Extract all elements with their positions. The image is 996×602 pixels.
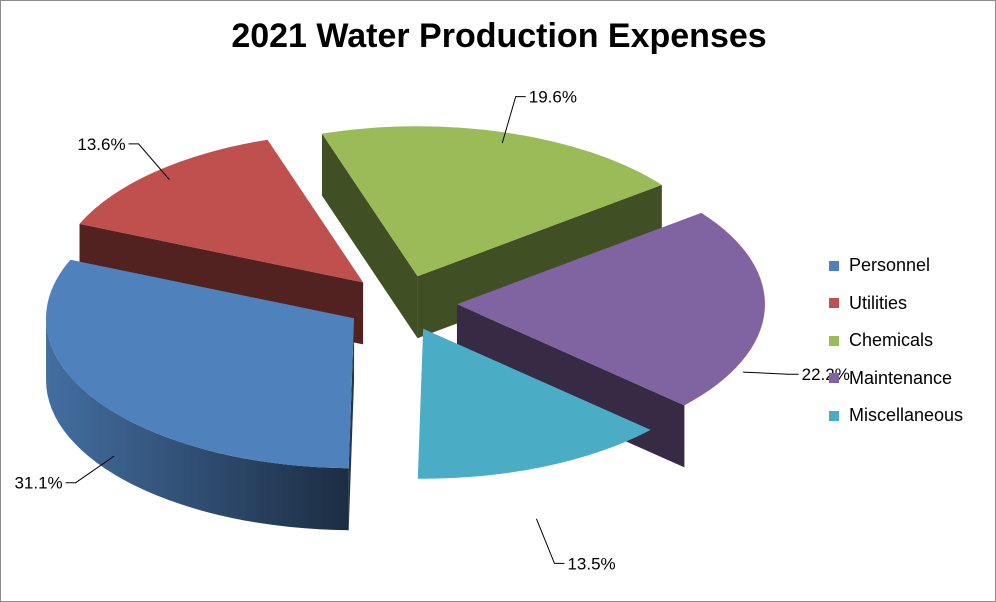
legend-item-miscellaneous: Miscellaneous bbox=[829, 397, 963, 435]
chart-title: 2021 Water Production Expenses bbox=[231, 17, 767, 55]
leader-line-personnel bbox=[65, 455, 115, 484]
slice-side-personnel bbox=[348, 318, 355, 531]
legend-label-utilities: Utilities bbox=[849, 292, 908, 313]
legend-swatch-personnel bbox=[829, 260, 839, 271]
slice-wall-personnel bbox=[46, 318, 349, 531]
leader-line-utilities bbox=[128, 143, 170, 180]
data-label-miscellaneous: 13.5% bbox=[567, 554, 615, 573]
legend-label-miscellaneous: Miscellaneous bbox=[849, 405, 964, 426]
slice-utilities bbox=[79, 139, 364, 283]
legend-item-utilities: Utilities bbox=[829, 285, 963, 323]
leader-line-maintenance bbox=[743, 371, 799, 375]
legend-swatch-utilities bbox=[829, 298, 839, 309]
slice-miscellaneous bbox=[417, 328, 651, 479]
data-label-utilities: 13.6% bbox=[77, 135, 125, 154]
slice-side-chemicals bbox=[321, 133, 418, 339]
legend-label-maintenance: Maintenance bbox=[849, 367, 953, 388]
data-label-chemicals: 19.6% bbox=[529, 88, 577, 107]
data-label-personnel: 31.1% bbox=[14, 474, 62, 493]
legend-item-chemicals: Chemicals bbox=[829, 322, 963, 360]
slice-personnel bbox=[46, 259, 355, 469]
leader-line-chemicals bbox=[501, 96, 526, 144]
legend: Personnel Utilities Chemicals Maintenance Mi… bbox=[829, 247, 963, 435]
legend-label-chemicals: Chemicals bbox=[849, 330, 934, 351]
slice-chemicals bbox=[321, 126, 662, 277]
legend-swatch-miscellaneous bbox=[829, 410, 839, 421]
legend-label-personnel: Personnel bbox=[849, 255, 931, 276]
legend-item-personnel: Personnel bbox=[829, 247, 963, 285]
slice-maintenance bbox=[456, 212, 765, 406]
leader-line-miscellaneous bbox=[535, 518, 565, 564]
legend-item-maintenance: Maintenance bbox=[829, 360, 963, 398]
legend-swatch-chemicals bbox=[829, 335, 839, 346]
legend-swatch-maintenance bbox=[829, 373, 839, 384]
